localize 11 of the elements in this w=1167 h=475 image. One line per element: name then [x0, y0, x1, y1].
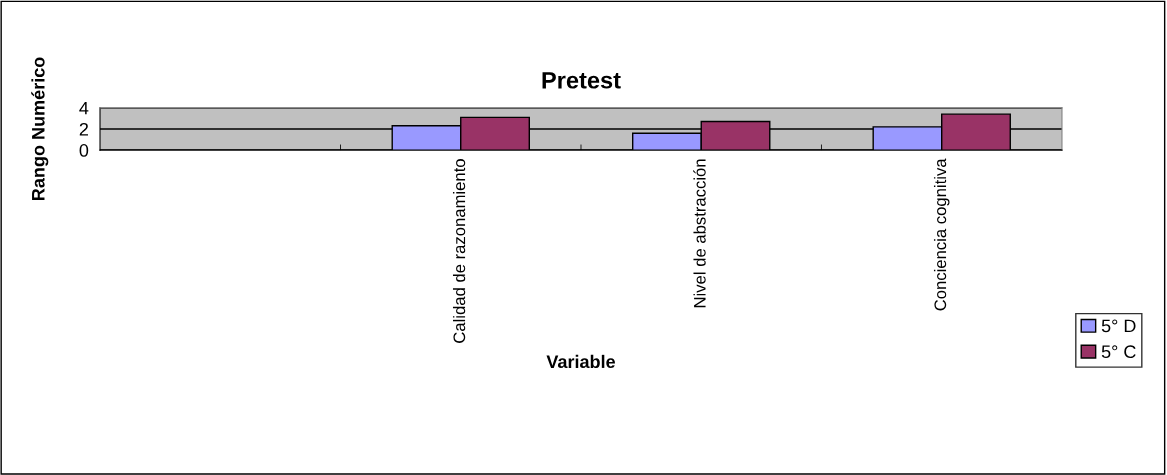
- x-tick-label: Conciencia cognitiva: [933, 158, 950, 311]
- chart-title: Pretest: [542, 72, 621, 89]
- legend-label: 5° D: [1101, 319, 1136, 333]
- y-axis-title: Rango Numérico: [31, 57, 49, 200]
- x-tick-label: Calidad de razonamiento: [452, 159, 466, 343]
- x-axis-title: Variable: [546, 354, 616, 369]
- y-tick-label: 4: [79, 101, 89, 115]
- legend-label: 5° C: [1101, 345, 1136, 359]
- x-tick-label: Nivel de abstracción: [693, 159, 706, 308]
- y-tick-label: 2: [79, 122, 88, 136]
- y-tick-label: 0: [79, 144, 89, 157]
